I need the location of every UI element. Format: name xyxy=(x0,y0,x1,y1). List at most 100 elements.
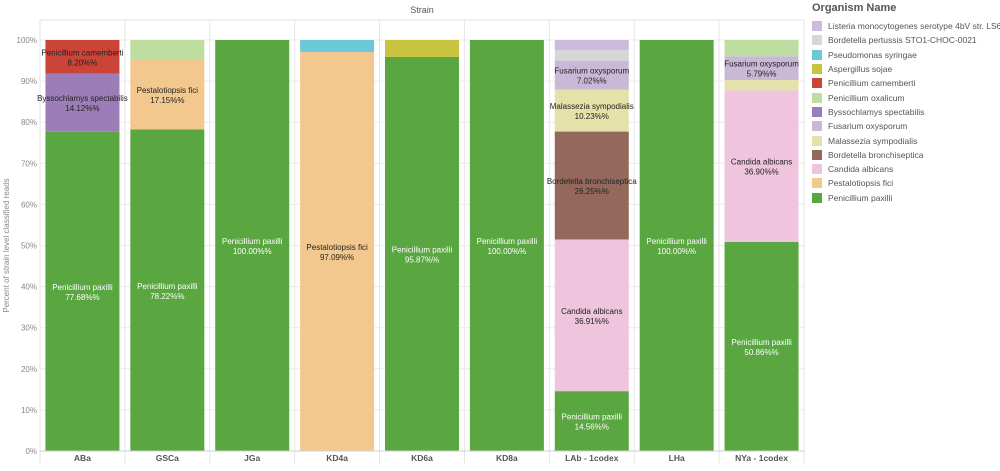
axis-layer: 0% 10% 20% 30% 40% 50% 60% 70% 80% 90% 100% ABa GSCa… xyxy=(17,36,804,463)
legend-swatch xyxy=(812,178,822,189)
legend-swatch xyxy=(812,64,822,75)
segment-label-value: 8.20%% xyxy=(68,58,98,67)
segment-label-name: Penicillium paxilli xyxy=(222,237,283,246)
legend-swatch xyxy=(812,164,822,175)
legend-swatch xyxy=(812,106,822,117)
x-tick-label: LAb - 1codex xyxy=(565,453,619,463)
segment-label-value: 7.02%% xyxy=(577,77,607,86)
bar-segment-lha-penicillium-paxilli xyxy=(639,40,714,451)
chart-title: Strain xyxy=(410,5,434,15)
legend-item-bordetella-pertussis-sto1-choc-0021[interactable]: Bordetella pertussis STO1-CHOC-0021 xyxy=(812,33,998,47)
segment-label-value: 97.09%% xyxy=(320,253,354,262)
x-tick-label: GSCa xyxy=(156,453,179,463)
segment-label-value: 100.00%% xyxy=(233,247,272,256)
segment-label-name: Bordetella bronchiseptica xyxy=(547,177,637,186)
legend-item-malassezia-sympodialis[interactable]: Malassezia sympodialis xyxy=(812,133,998,147)
legend-item-aspergillus-sojae[interactable]: Aspergillus sojae xyxy=(812,62,998,76)
legend-label: Bordetella pertussis STO1-CHOC-0021 xyxy=(828,35,977,46)
y-tick-label: 0% xyxy=(25,447,37,456)
y-tick-label: 90% xyxy=(21,77,37,86)
segment-label-name: Penicillium paxilli xyxy=(477,237,538,246)
segment-label-value: 14.56%% xyxy=(575,423,609,432)
bars-layer xyxy=(45,40,799,452)
segment-label-value: 100.00%% xyxy=(657,247,696,256)
segment-label-value: 17.15%% xyxy=(150,96,184,105)
legend-swatch xyxy=(812,149,822,160)
bar-segment-nya-1codex-penicillium-paxilli xyxy=(724,241,799,451)
x-tick-label: LHa xyxy=(669,453,685,463)
bar-segment-kd8a-penicillium-paxilli xyxy=(469,40,544,451)
x-tick-label: NYa - 1codex xyxy=(735,453,788,463)
legend-label: Aspergillus sojae xyxy=(828,64,893,75)
bar-segment-kd6a-aspergillus-sojae xyxy=(385,40,459,57)
legend-swatch xyxy=(812,121,822,132)
bar-segment-jga-penicillium-paxilli xyxy=(215,40,290,451)
segment-label-name: Pestalotiopsis fici xyxy=(137,86,199,95)
y-axis-label: Percent of strain level classified reads xyxy=(2,178,11,312)
bar-segment-lab-1codex-bordetella-pertussis-sto1-choc-0021 xyxy=(554,49,629,61)
bar-segment-lab-1codex-listeria-monocytogenes-serotype-4bv-str-ls644 xyxy=(554,40,629,50)
segment-label-value: 95.87%% xyxy=(405,255,439,264)
legend-swatch xyxy=(812,135,822,146)
legend-swatch xyxy=(812,21,822,32)
legend-label: Candida albicans xyxy=(828,164,894,175)
bar-segment-lab-1codex-bordetella-bronchiseptica xyxy=(554,131,629,240)
segment-label-value: 36.90%% xyxy=(744,168,778,177)
y-tick-label: 40% xyxy=(21,283,37,292)
legend-item-candida-albicans[interactable]: Candida albicans xyxy=(812,162,998,176)
segment-label-name: Penicillium paxilli xyxy=(562,413,623,422)
legend-label: Malassezia sympodialis xyxy=(828,135,918,146)
segment-label-name: Pestalotiopsis fici xyxy=(306,243,368,252)
x-tick-label: KD8a xyxy=(496,453,518,463)
bar-segment-gsca-penicillium-oxalicum xyxy=(130,40,205,60)
bar-segment-lab-1codex-candida-albicans xyxy=(554,239,629,392)
y-tick-label: 10% xyxy=(21,406,37,415)
bar-segment-aba-penicillium-camemberti xyxy=(45,40,120,74)
bar-segment-nya-1codex-candida-albicans xyxy=(724,90,799,242)
segment-label-value: 77.68%% xyxy=(65,293,99,302)
bar-segment-kd4a-pestalotiopsis-fici xyxy=(300,51,375,452)
y-tick-label: 50% xyxy=(21,242,37,251)
x-tick-label: ABa xyxy=(74,453,91,463)
segment-label-name: Candida albicans xyxy=(731,158,792,167)
segment-label-name: Candida albicans xyxy=(561,307,622,316)
legend-title: Organism Name xyxy=(812,2,897,14)
y-tick-label: 20% xyxy=(21,365,37,374)
legend-item-pseudomonas-syringae[interactable]: Pseudomonas syringae xyxy=(812,48,998,62)
segment-label-value: 78.22%% xyxy=(150,292,184,301)
x-tick-label: KD6a xyxy=(411,453,433,463)
legend-item-pestalotiopsis-fici[interactable]: Pestalotiopsis fici xyxy=(812,176,998,190)
bar-segment-lab-1codex-malassezia-sympodialis xyxy=(554,89,629,132)
segment-label-name: Fusarium oxysporum xyxy=(554,67,629,76)
segment-label-name: Penicillium paxilli xyxy=(52,283,113,292)
bar-segment-nya-1codex-fusarium-oxysporum xyxy=(724,56,799,81)
y-tick-label: 30% xyxy=(21,324,37,333)
legend-swatch xyxy=(812,49,822,60)
segment-label-name: Penicillium paxilli xyxy=(731,338,792,347)
bar-segment-gsca-penicillium-paxilli xyxy=(130,129,205,451)
legend-item-bordetella-bronchiseptica[interactable]: Bordetella bronchiseptica xyxy=(812,148,998,162)
legend-item-fusarium-oxysporum[interactable]: Fusarium oxysporum xyxy=(812,119,998,133)
bar-segment-kd4a-pseudomonas-syringae xyxy=(300,40,375,52)
legend-item-penicillium-paxilli[interactable]: Penicillium paxilli xyxy=(812,191,998,205)
bar-segment-aba-penicillium-paxilli xyxy=(45,131,120,451)
segment-label-name: Penicillium paxilli xyxy=(646,237,707,246)
legend-item-penicillium-camemberti[interactable]: Penicillium camemberti xyxy=(812,76,998,90)
bar-segment-kd6a-penicillium-paxilli xyxy=(385,56,459,451)
segment-label-value: 100.00%% xyxy=(488,247,527,256)
legend-label: Penicillium paxilli xyxy=(828,192,893,203)
legend-label: Pseudomonas syringae xyxy=(828,49,917,60)
segment-label-value: 50.86%% xyxy=(744,348,778,357)
legend-item-penicillium-oxalicum[interactable]: Penicillium oxalicum xyxy=(812,90,998,104)
legend-item-listeria-monocytogenes-serotype-4bv-str-ls644[interactable]: Listeria monocytogenes serotype 4bV str.… xyxy=(812,19,1000,33)
legend-item-byssochlamys-spectabilis[interactable]: Byssochlamys spectabilis xyxy=(812,105,998,119)
segment-label-value: 10.23%% xyxy=(575,112,609,121)
bar-segment-nya-1codex-malassezia-sympodialis xyxy=(724,80,799,91)
legend-label: Pestalotiopsis fici xyxy=(828,178,894,189)
segment-label-value: 26.25%% xyxy=(575,187,609,196)
y-tick-label: 100% xyxy=(17,36,37,45)
legend-swatch xyxy=(812,78,822,89)
x-tick-label: JGa xyxy=(244,453,260,463)
